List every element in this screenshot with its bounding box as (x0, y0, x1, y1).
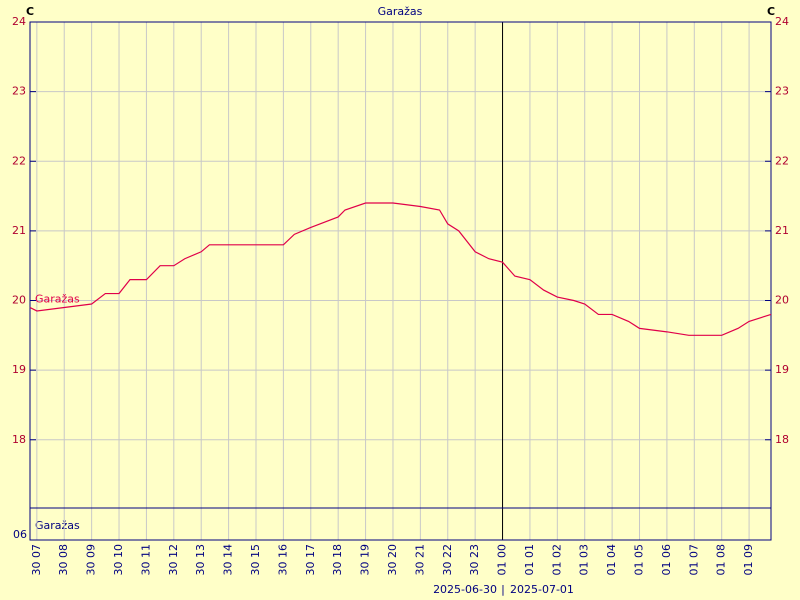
date-label: 2025-06-30 (433, 583, 497, 596)
y2-tick-label: 23 (775, 85, 789, 98)
x-tick-label: 30 20 (386, 544, 399, 576)
x-tick-label: 30 22 (441, 544, 454, 576)
x-tick-label: 30 16 (276, 544, 289, 576)
x-tick-label: 30 13 (194, 544, 207, 576)
x-tick-label: 30 08 (57, 544, 70, 576)
x-tick-label: 01 00 (496, 544, 509, 576)
date-label: 2025-07-01 (510, 583, 574, 596)
chart-title: Garažas (378, 5, 423, 18)
x-tick-label: 01 01 (523, 544, 536, 576)
x-tick-label: 30 12 (167, 544, 180, 576)
legend-label: Garažas (35, 292, 80, 305)
y-unit: C (26, 5, 34, 18)
x-tick-label: 30 19 (359, 544, 372, 576)
x-tick-label: 30 09 (85, 544, 98, 576)
x-tick-label: 01 08 (715, 544, 728, 576)
x-tick-label: 01 07 (687, 544, 700, 576)
y2-tick-label: 24 (775, 15, 789, 28)
y2-tick-label: 20 (775, 294, 789, 307)
y2-tick-label: 18 (775, 433, 789, 446)
y-tick-label: 18 (12, 433, 26, 446)
y-tick-label: 24 (12, 15, 26, 28)
x-tick-label: 30 23 (468, 544, 481, 576)
x-tick-label: 01 03 (578, 544, 591, 576)
y-tick-label: 23 (12, 85, 26, 98)
date-separator: | (501, 583, 505, 596)
x-tick-label: 30 18 (331, 544, 344, 576)
x-tick-label: 30 21 (413, 544, 426, 576)
y2-tick-label: 19 (775, 363, 789, 376)
plot-frame (29, 21, 772, 541)
x-tick-label: 01 05 (633, 544, 646, 576)
x-tick-label: 30 10 (112, 544, 125, 576)
bottom-label: 06 (13, 528, 27, 541)
y2-tick-label: 21 (775, 224, 789, 237)
x-tick-label: 01 09 (742, 544, 755, 576)
y2-unit: C (767, 5, 775, 18)
x-tick-label: 30 07 (30, 544, 43, 576)
x-tick-label: 01 06 (660, 544, 673, 576)
y-tick-label: 21 (12, 224, 26, 237)
x-tick-label: 30 15 (249, 544, 262, 576)
y-tick-label: 20 (12, 294, 26, 307)
series-line (29, 202, 772, 336)
x-tick-label: 30 11 (139, 544, 152, 576)
y2-tick-label: 22 (775, 154, 789, 167)
x-tick-label: 01 04 (605, 544, 618, 576)
x-tick-label: 01 02 (550, 544, 563, 576)
y-tick-label: 19 (12, 363, 26, 376)
x-tick-label: 30 17 (304, 544, 317, 576)
strip-label: Garažas (35, 519, 80, 532)
y-tick-label: 22 (12, 154, 26, 167)
x-tick-label: 30 14 (222, 544, 235, 576)
